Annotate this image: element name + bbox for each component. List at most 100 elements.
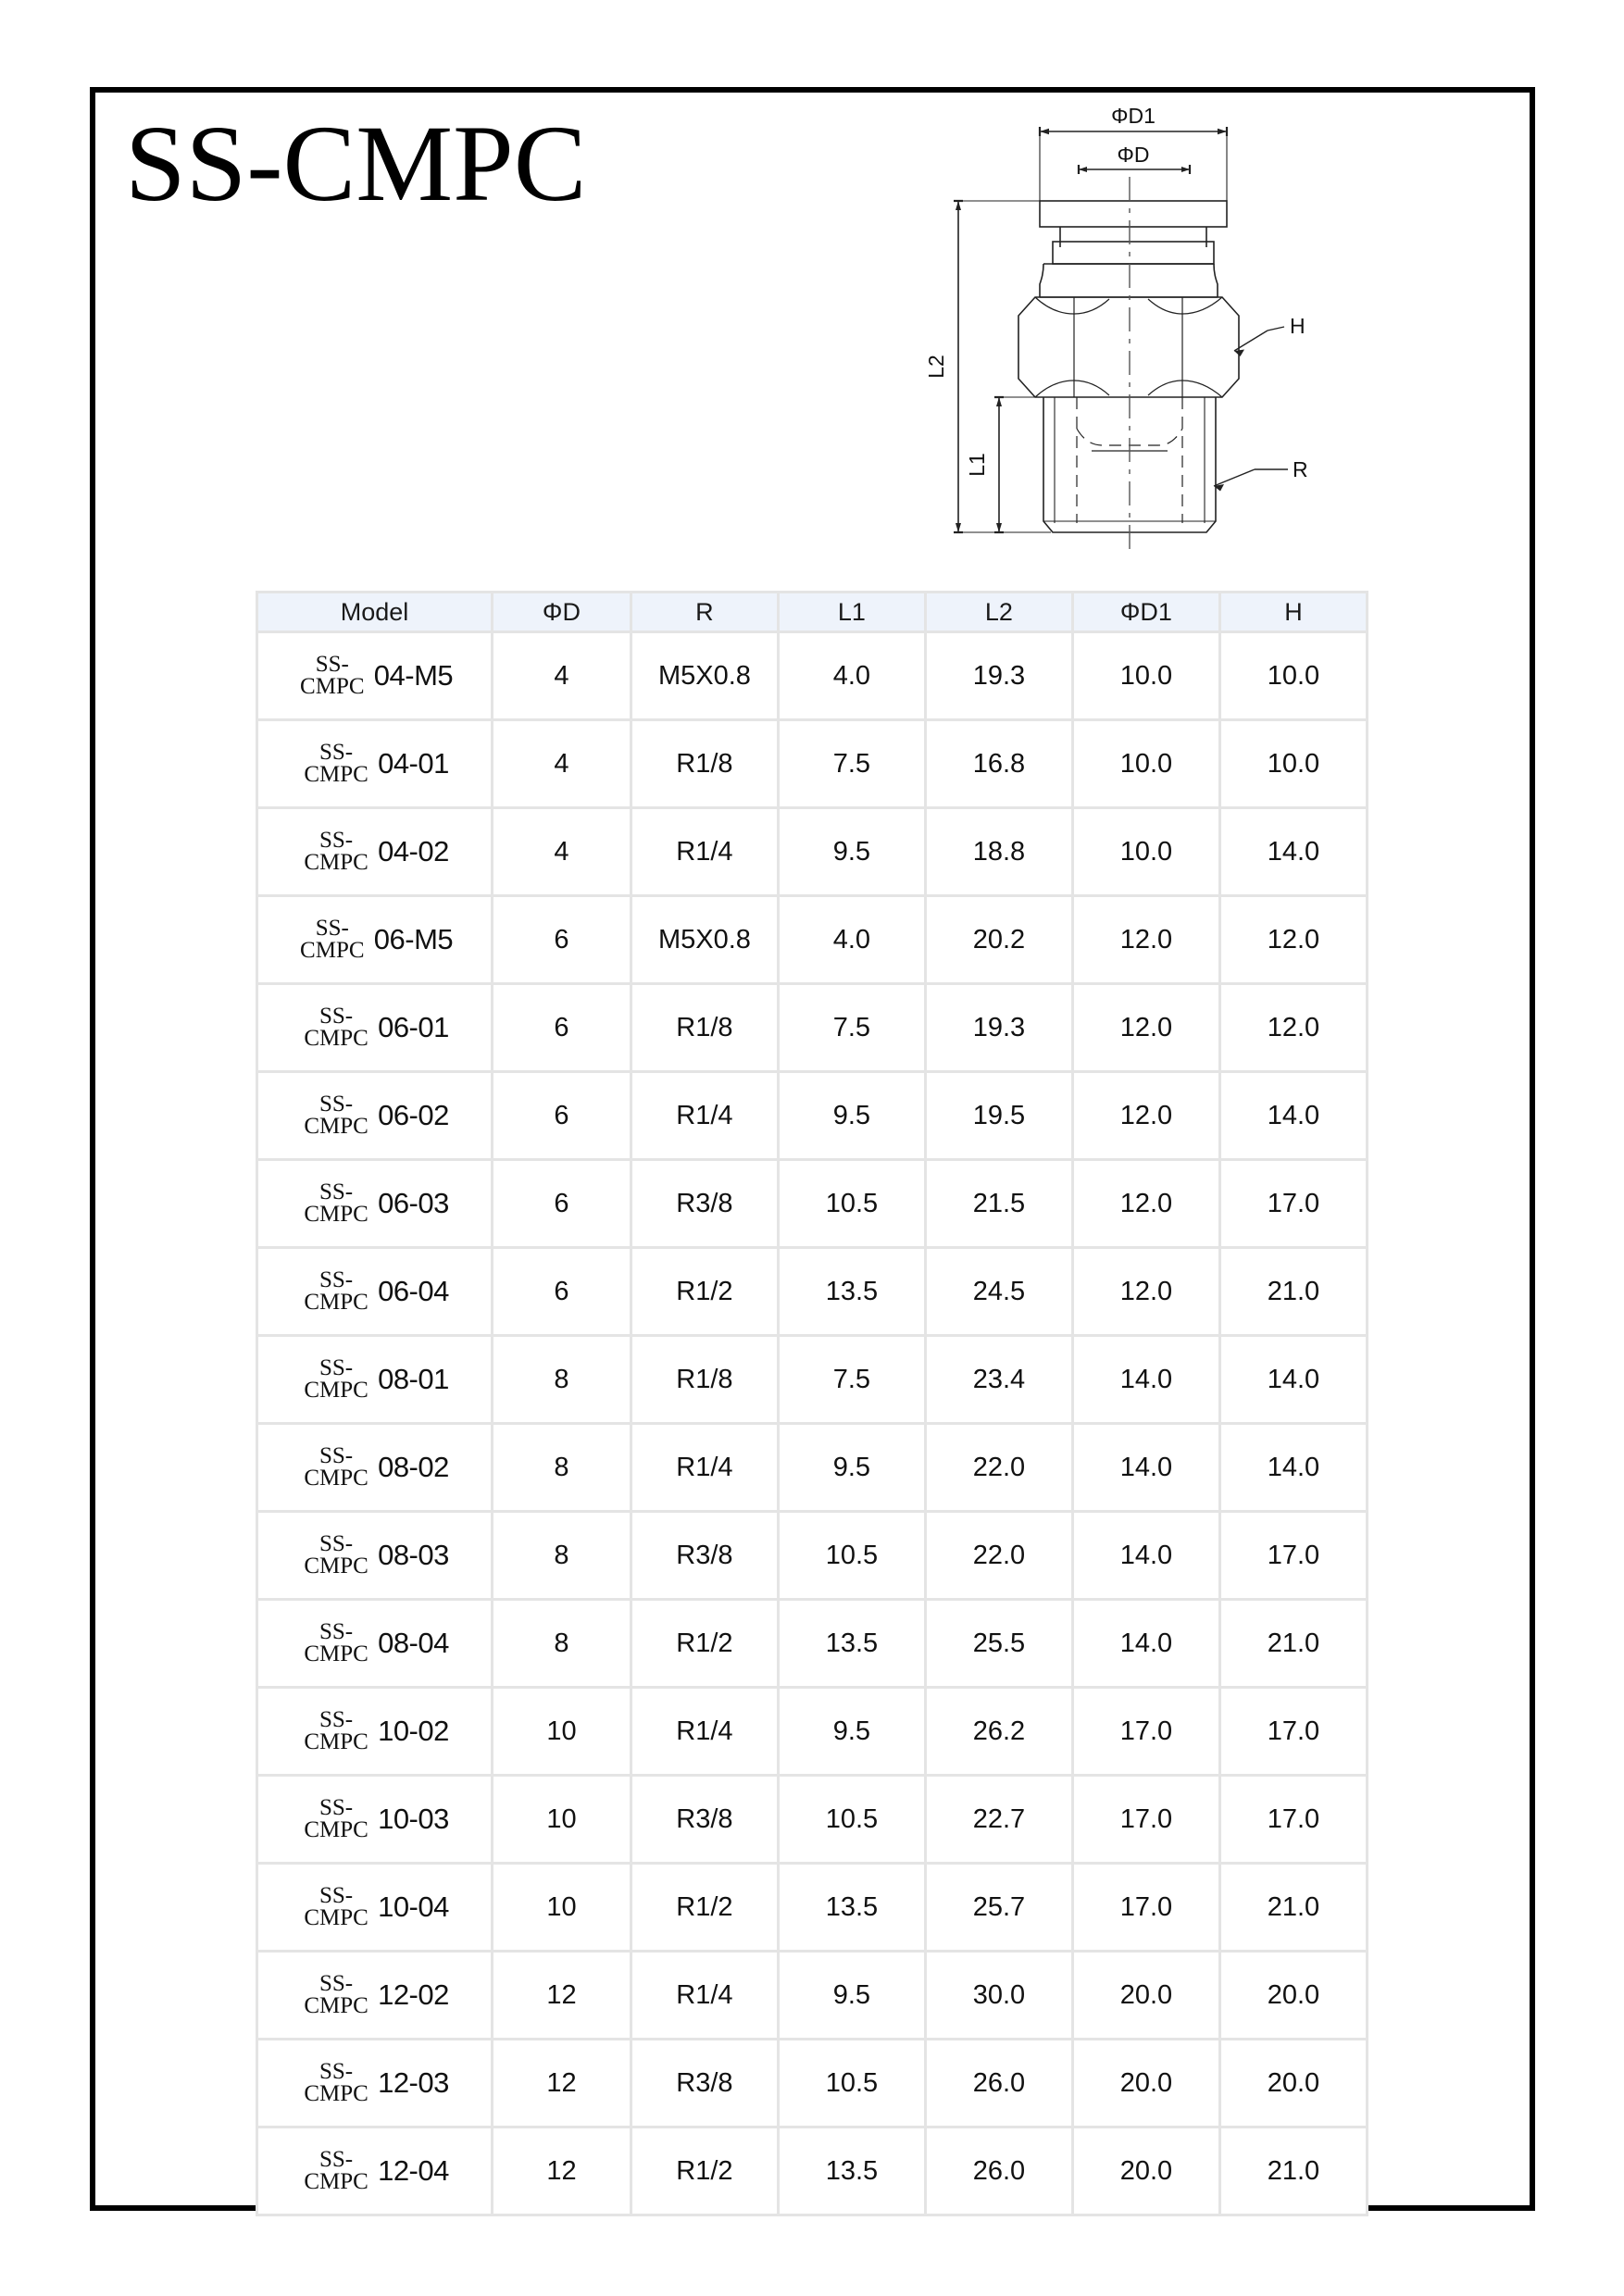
column-header-od: ΦD: [493, 593, 630, 630]
model-prefix: SS- CMPC: [300, 1620, 372, 1666]
cell-l2: 30.0: [926, 1953, 1071, 2038]
cell-l2: 25.7: [926, 1865, 1071, 1950]
cell-r: R1/4: [631, 1689, 777, 1774]
cell-l2: 26.0: [926, 2040, 1071, 2126]
cell-l2: 18.8: [926, 809, 1071, 894]
table-row: SS- CMPC 06-04 6 R1/2 13.5 24.5 12.0 21.0: [258, 1249, 1366, 1334]
cell-l2: 23.4: [926, 1337, 1071, 1422]
model-prefix-line1: SS-: [319, 1004, 354, 1029]
cell-model: SS- CMPC 04-02: [258, 809, 491, 894]
model-prefix: SS- CMPC: [300, 1532, 372, 1578]
cell-l2: 22.7: [926, 1777, 1071, 1862]
model-suffix: 10-02: [378, 1715, 449, 1747]
model-suffix: 10-04: [378, 1890, 449, 1923]
model-prefix-line1: SS-: [319, 1971, 354, 1996]
model-prefix: SS- CMPC: [300, 829, 372, 875]
cell-od: 10: [493, 1689, 630, 1774]
model-prefix: SS- CMPC: [300, 1884, 372, 1929]
cell-od: 10: [493, 1777, 630, 1862]
model-prefix-line2: CMPC: [304, 850, 369, 875]
dimension-label-od1: ΦD1: [1111, 104, 1156, 128]
cell-od1: 14.0: [1073, 1337, 1218, 1422]
model-suffix: 06-04: [378, 1275, 449, 1307]
cell-l1: 4.0: [779, 633, 924, 718]
cell-h: 10.0: [1220, 721, 1366, 806]
cell-od1: 17.0: [1073, 1689, 1218, 1774]
cell-model: SS- CMPC 06-M5: [258, 897, 491, 982]
cell-r: R1/2: [631, 1601, 777, 1686]
table-row: SS- CMPC 06-03 6 R3/8 10.5 21.5 12.0 17.0: [258, 1161, 1366, 1246]
table-row: SS- CMPC 12-03 12 R3/8 10.5 26.0 20.0 20.0: [258, 2040, 1366, 2126]
cell-model: SS- CMPC 04-M5: [258, 633, 491, 718]
table-row: SS- CMPC 08-02 8 R1/4 9.5 22.0 14.0 14.0: [258, 1425, 1366, 1510]
model-suffix: 12-02: [378, 1978, 449, 2011]
model-suffix: 12-04: [378, 2154, 449, 2187]
cell-model: SS- CMPC 12-04: [258, 2128, 491, 2214]
page-title: SS-CMPC: [125, 103, 587, 224]
model-suffix: 06-01: [378, 1011, 449, 1043]
cell-od1: 12.0: [1073, 897, 1218, 982]
table-row: SS- CMPC 12-04 12 R1/2 13.5 26.0 20.0 21.0: [258, 2128, 1366, 2214]
cell-l2: 22.0: [926, 1425, 1071, 1510]
model-prefix-line2: CMPC: [304, 2081, 369, 2106]
model-suffix: 04-01: [378, 747, 449, 780]
technical-drawing: ΦD1 ΦD L2 L1 H R: [884, 88, 1319, 551]
cell-h: 10.0: [1220, 633, 1366, 718]
model-prefix: SS- CMPC: [300, 1179, 372, 1227]
cell-l1: 9.5: [779, 1689, 924, 1774]
cell-od: 6: [493, 897, 630, 982]
model-prefix: SS- CMPC: [300, 1708, 372, 1753]
cell-model: SS- CMPC 08-03: [258, 1513, 491, 1598]
model-prefix-line2: CMPC: [304, 1202, 369, 1227]
cell-r: M5X0.8: [631, 897, 777, 982]
cell-od: 10: [493, 1865, 630, 1950]
cell-od1: 17.0: [1073, 1777, 1218, 1862]
cell-od1: 10.0: [1073, 721, 1218, 806]
cell-model: SS- CMPC 12-02: [258, 1953, 491, 2038]
dimension-label-l1: L1: [965, 453, 989, 477]
cell-h: 21.0: [1220, 1601, 1366, 1686]
cell-model: SS- CMPC 06-03: [258, 1161, 491, 1246]
cell-l2: 16.8: [926, 721, 1071, 806]
cell-l2: 20.2: [926, 897, 1071, 982]
model-prefix-line2: CMPC: [304, 1554, 369, 1578]
model-prefix-line2: CMPC: [304, 2169, 369, 2194]
cell-r: R1/8: [631, 985, 777, 1070]
cell-l1: 9.5: [779, 1425, 924, 1510]
cell-r: R1/4: [631, 1073, 777, 1158]
model-suffix: 06-M5: [373, 923, 454, 955]
column-header-h: H: [1220, 593, 1366, 630]
cell-h: 17.0: [1220, 1777, 1366, 1862]
cell-h: 21.0: [1220, 1865, 1366, 1950]
cell-r: R1/4: [631, 1953, 777, 2038]
cell-model: SS- CMPC 08-02: [258, 1425, 491, 1510]
cell-od1: 14.0: [1073, 1513, 1218, 1598]
model-suffix: 06-02: [378, 1099, 449, 1131]
model-prefix: SS- CMPC: [300, 2148, 372, 2194]
model-prefix-line1: SS-: [319, 1267, 354, 1292]
cell-h: 21.0: [1220, 1249, 1366, 1334]
cell-l1: 10.5: [779, 1777, 924, 1862]
column-header-od1: ΦD1: [1073, 593, 1218, 630]
cell-l1: 10.5: [779, 1513, 924, 1598]
cell-r: R1/8: [631, 1337, 777, 1422]
cell-l1: 7.5: [779, 721, 924, 806]
model-suffix: 10-03: [378, 1803, 449, 1835]
cell-r: R3/8: [631, 1777, 777, 1862]
cell-l1: 10.5: [779, 1161, 924, 1246]
cell-od1: 14.0: [1073, 1601, 1218, 1686]
cell-r: R3/8: [631, 1161, 777, 1246]
table-row: SS- CMPC 10-04 10 R1/2 13.5 25.7 17.0 21.0: [258, 1865, 1366, 1950]
table-row: SS- CMPC 04-01 4 R1/8 7.5 16.8 10.0 10.0: [258, 721, 1366, 806]
cell-od: 4: [493, 809, 630, 894]
model-prefix: SS- CMPC: [300, 1444, 372, 1490]
model-prefix: SS- CMPC: [296, 917, 369, 962]
model-prefix-line1: SS-: [315, 916, 349, 941]
table-row: SS- CMPC 08-03 8 R3/8 10.5 22.0 14.0 17.0: [258, 1513, 1366, 1598]
model-suffix: 08-04: [378, 1627, 449, 1659]
cell-r: R1/4: [631, 1425, 777, 1510]
model-prefix-line2: CMPC: [304, 1817, 369, 1842]
model-prefix-line1: SS-: [315, 652, 349, 677]
cell-model: SS- CMPC 10-04: [258, 1865, 491, 1950]
model-prefix-line1: SS-: [319, 1179, 354, 1204]
